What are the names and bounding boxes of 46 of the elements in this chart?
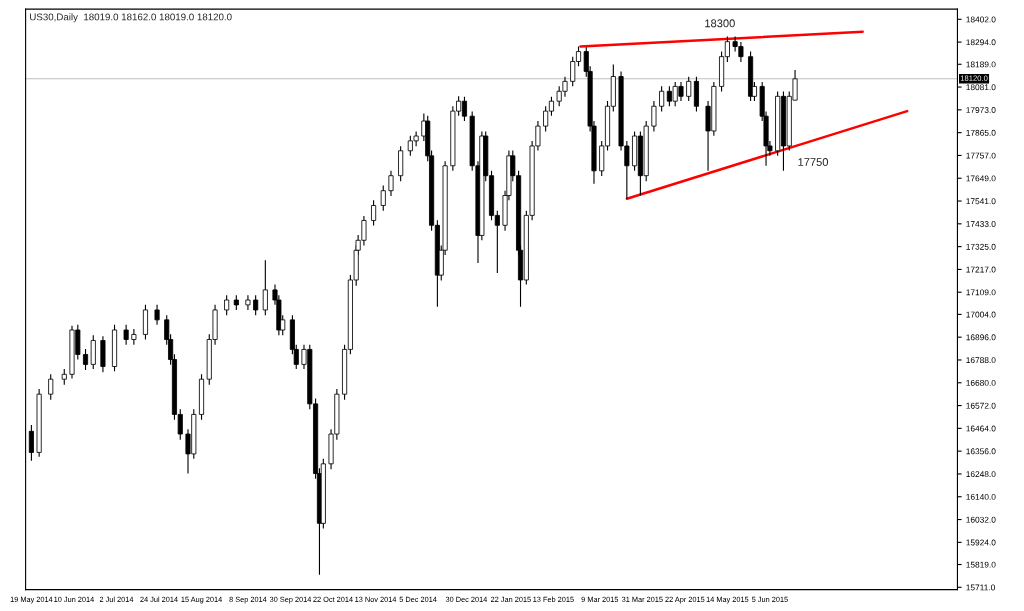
y-tick-label: 17541.0 (966, 198, 996, 205)
annotation: 18300 (705, 19, 735, 28)
y-tick-label: 17865.0 (966, 129, 996, 136)
annotation: 17750 (798, 158, 829, 166)
y-tick-label: 18081.0 (966, 84, 996, 91)
candlestick (651, 100, 657, 133)
y-tick-label: 16032.0 (966, 516, 996, 523)
y-tick-label: 17217.0 (966, 266, 996, 273)
y-tick-label: 17973.0 (966, 107, 996, 113)
y-tick-label: 16140.0 (966, 493, 996, 500)
candlestick (262, 259, 268, 316)
y-tick-label: 16248.0 (966, 471, 996, 478)
y-tick-label: 17004.0 (966, 311, 996, 318)
candlestick (253, 294, 259, 316)
candlestick (48, 373, 54, 401)
candlestick (224, 294, 230, 316)
y-tick-label: 16464.0 (966, 425, 996, 432)
y-tick-label: 16356.0 (966, 448, 996, 455)
candlestick (380, 184, 386, 212)
y-tick-label: 16572.0 (966, 402, 996, 409)
candlestick (686, 76, 692, 102)
y-tick-label: 15924.0 (966, 539, 996, 546)
y-tick-label: 17325.0 (966, 243, 996, 250)
y-tick-label: 16680.0 (966, 379, 996, 386)
candlestick (245, 294, 251, 311)
chart-title: US30,Daily 18019.0 18162.0 18019.0 18120.0 (30, 13, 232, 23)
y-tick-label: 18294.0 (966, 39, 996, 46)
y-tick-label: 16788.0 (966, 357, 996, 364)
y-tick-label: 18189.0 (966, 61, 996, 68)
candlestick (28, 424, 34, 462)
y-tick-label: 15711.0 (966, 584, 995, 591)
candlestick (131, 328, 137, 346)
candlestick (90, 334, 96, 370)
y-tick-label: 17649.0 (966, 175, 996, 182)
y-tick-label: 15819.0 (966, 561, 996, 568)
y-tick-label: 17109.0 (966, 289, 996, 296)
candlestick (123, 324, 129, 346)
candlestick (659, 85, 665, 113)
candlestick (371, 199, 377, 227)
y-tick-label: 17433.0 (966, 221, 996, 227)
y-tick-label: 17757.0 (966, 152, 996, 159)
candlestick (388, 170, 394, 197)
candlestick (82, 348, 89, 371)
y-tick-label: 16896.0 (966, 334, 996, 341)
candlestick (154, 304, 160, 326)
y-tick-label: 18402.0 (966, 16, 996, 23)
